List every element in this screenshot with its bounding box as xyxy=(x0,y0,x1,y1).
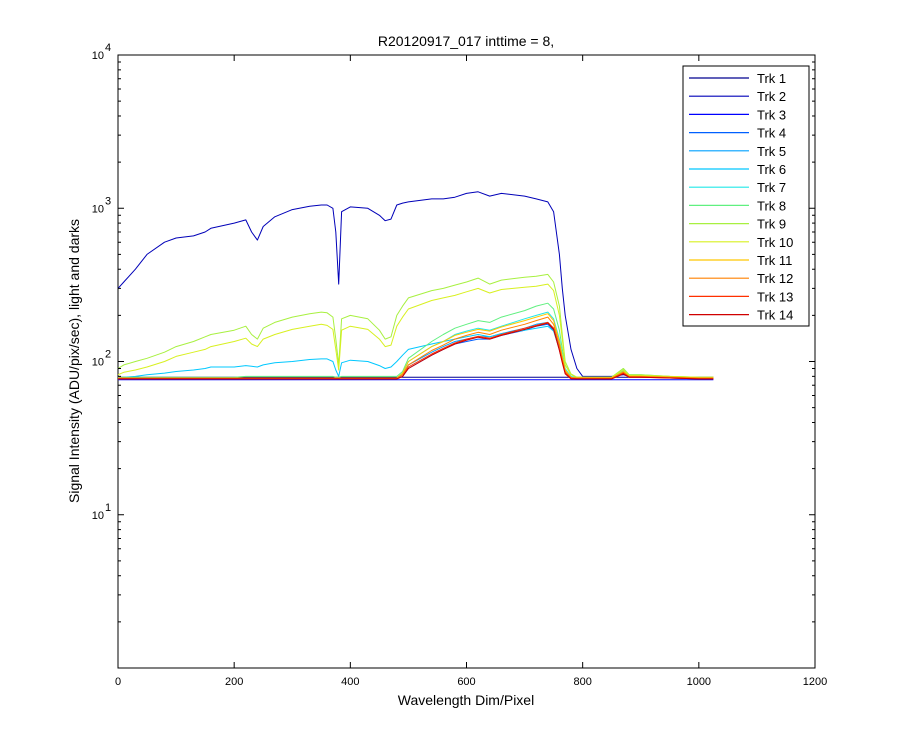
x-axis-label: Wavelength Dim/Pixel xyxy=(398,692,534,708)
legend-label: Trk 12 xyxy=(757,271,793,286)
legend-label: Trk 7 xyxy=(757,180,786,195)
series-line-14 xyxy=(118,322,714,380)
x-tick-label: 1200 xyxy=(803,676,827,688)
legend-label: Trk 2 xyxy=(757,89,786,104)
x-tick-label: 800 xyxy=(573,676,591,688)
legend-label: Trk 11 xyxy=(757,253,792,268)
legend-label: Trk 8 xyxy=(757,198,786,213)
y-tick-label: 10 xyxy=(92,50,104,62)
y-tick-label: 10 xyxy=(92,357,104,369)
series-line-2 xyxy=(117,191,714,378)
y-axis-label: Signal Intensity (ADU/pix/sec), light an… xyxy=(66,219,82,503)
series-line-10 xyxy=(117,283,714,378)
x-axis: 0 200 400 600 800 1000 1200 xyxy=(115,55,827,688)
series-layer xyxy=(117,191,714,381)
chart-title: R20120917_017 inttime = 8, xyxy=(378,33,554,49)
x-tick-label: 400 xyxy=(341,676,359,688)
legend-box xyxy=(682,65,810,327)
legend-label: Trk 13 xyxy=(757,289,793,304)
y-tick-label: 10 xyxy=(92,203,104,215)
y-tick-exponent: 1 xyxy=(105,502,111,514)
x-tick-label: 600 xyxy=(457,676,475,688)
legend-items: Trk 1 Trk 2 Trk 3 Trk 4 Trk 5 Trk 6 Trk 7 Trk 8… xyxy=(689,71,793,323)
y-tick-exponent: 3 xyxy=(105,195,111,207)
legend-label: Trk 9 xyxy=(757,217,786,232)
x-tick-label: 0 xyxy=(115,676,121,688)
legend-label: Trk 4 xyxy=(757,126,786,141)
legend: Trk 1 Trk 2 Trk 3 Trk 4 Trk 5 Trk 6 Trk 7 Trk 8… xyxy=(682,65,810,327)
x-tick-label: 200 xyxy=(225,676,243,688)
legend-label: Trk 1 xyxy=(757,71,786,86)
x-tick-label: 1000 xyxy=(687,676,711,688)
legend-label: Trk 6 xyxy=(757,162,786,177)
y-tick-label: 10 xyxy=(92,510,104,522)
y-tick-exponent: 4 xyxy=(105,42,111,54)
legend-label: Trk 10 xyxy=(757,235,793,250)
legend-label: Trk 5 xyxy=(757,144,786,159)
y-tick-exponent: 2 xyxy=(105,349,111,361)
legend-label: Trk 3 xyxy=(757,107,786,122)
legend-label: Trk 14 xyxy=(757,308,793,323)
